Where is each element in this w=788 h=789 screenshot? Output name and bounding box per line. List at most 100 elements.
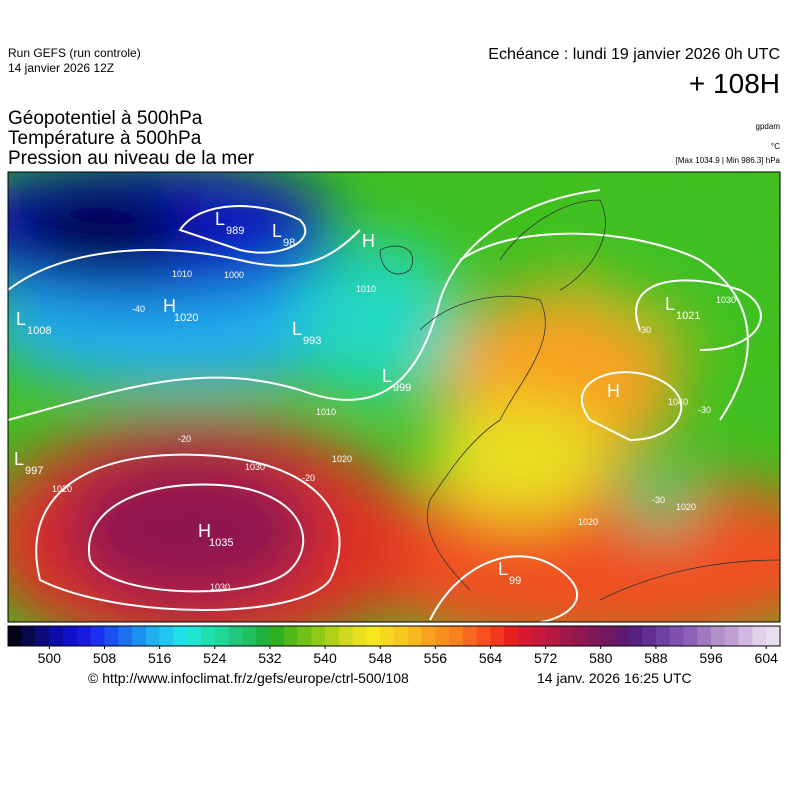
contour-label: 1020: [332, 454, 352, 464]
colorbar-swatch: [462, 626, 478, 646]
colorbar-swatch: [738, 626, 753, 646]
unit: °C: [771, 142, 780, 151]
colorbar-swatch: [297, 626, 312, 646]
pressure-center-value: 989: [226, 225, 244, 237]
pressure-center-type: H: [362, 231, 375, 251]
pressure-center-value: 997: [25, 465, 43, 477]
pressure-center-type: L: [382, 366, 392, 386]
colorbar-swatch: [90, 626, 105, 646]
pressure-center-type: H: [198, 521, 211, 541]
colorbar-swatch: [573, 626, 588, 646]
colorbar-tick-label: 564: [479, 650, 503, 666]
colorbar-swatch: [766, 626, 781, 646]
pressure-center-type: L: [215, 209, 225, 229]
colorbar-swatch: [449, 626, 464, 646]
colorbar-swatch: [366, 626, 381, 646]
colorbar-swatch: [63, 626, 78, 646]
pressure-center-value: 1008: [27, 325, 51, 337]
pressure-center-value: 1021: [676, 310, 700, 322]
colorbar-swatch: [752, 626, 767, 646]
colorbar-swatch: [173, 626, 188, 646]
colorbar-swatch: [476, 626, 491, 646]
pressure-center-value: 98: [283, 237, 295, 249]
unit: gpdam: [755, 122, 780, 131]
colorbar-swatch: [711, 626, 726, 646]
run-date: 14 janvier 2026 12Z: [8, 61, 115, 75]
colorbar-swatch: [104, 626, 119, 646]
contour-label: 1010: [316, 407, 336, 417]
colorbar-swatch: [35, 626, 50, 646]
colorbar-swatch: [683, 626, 698, 646]
colorbar-swatch: [49, 626, 64, 646]
colorbar-swatch: [490, 626, 505, 646]
colorbar-swatch: [724, 626, 739, 646]
colorbar-swatch: [118, 626, 133, 646]
colorbar-swatch: [76, 626, 92, 646]
colorbar-swatch: [228, 626, 243, 646]
pressure-center-value: 993: [303, 335, 321, 347]
pressure-center-type: L: [16, 309, 26, 329]
field-title: Géopotentiel à 500hPa: [8, 108, 203, 129]
colorbar-tick-label: 500: [38, 650, 62, 666]
pressure-center-type: L: [272, 221, 282, 241]
pressure-center-type: H: [163, 296, 176, 316]
colorbar-swatch: [559, 626, 574, 646]
colorbar-swatch: [338, 626, 353, 646]
colorbar-swatch: [504, 626, 519, 646]
colorbar-swatch: [531, 626, 546, 646]
contour-label: 1020: [52, 484, 72, 494]
colorbar-swatch: [21, 626, 36, 646]
colorbar-swatch: [587, 626, 602, 646]
colorbar-swatch: [145, 626, 160, 646]
contour-label: 1030: [716, 295, 736, 305]
colorbar-tick-label: 508: [93, 650, 117, 666]
lead-time: + 108H: [688, 68, 780, 99]
colorbar-swatch: [614, 626, 629, 646]
colorbar-tick-label: 588: [644, 650, 668, 666]
pressure-center-value: 99: [509, 575, 521, 587]
run-name: Run GEFS (run controle): [8, 46, 141, 60]
colorbar-swatch: [311, 626, 326, 646]
colorbar-swatch: [697, 626, 712, 646]
contour-label: 1020: [676, 502, 696, 512]
colorbar-tick-label: 516: [148, 650, 172, 666]
contour-label: 1010: [356, 284, 376, 294]
map-field: [8, 172, 780, 622]
colorbar-swatch: [159, 626, 174, 646]
field-title: Pression au niveau de la mer: [8, 148, 255, 169]
colorbar-swatch: [352, 626, 367, 646]
colorbar-swatch: [394, 626, 409, 646]
field-title: Température à 500hPa: [8, 128, 202, 149]
contour-label: -30: [698, 405, 711, 415]
colorbar-swatch: [545, 626, 560, 646]
colorbar-tick-label: 596: [699, 650, 723, 666]
colorbar-swatch: [201, 626, 216, 646]
contour-label: -20: [302, 473, 315, 483]
colorbar-swatch: [421, 626, 436, 646]
contour-label: 1030: [210, 582, 230, 592]
colorbar-swatch: [256, 626, 271, 646]
contour-label: 1010: [172, 269, 192, 279]
colorbar-tick-label: 604: [755, 650, 779, 666]
colorbar-frame: [7, 625, 781, 647]
colorbar-swatch: [325, 626, 340, 646]
pressure-center-type: L: [14, 449, 24, 469]
pressure-center-type: H: [607, 381, 620, 401]
colorbar-swatch: [669, 626, 684, 646]
colorbar-swatch: [642, 626, 657, 646]
colorbar-tick-label: 572: [534, 650, 558, 666]
colorbar-tick-label: 532: [258, 650, 282, 666]
source-url: © http://www.infoclimat.fr/z/gefs/europe…: [88, 670, 409, 686]
colorbar-swatch: [283, 626, 298, 646]
colorbar-swatch: [435, 626, 450, 646]
colorbar-swatch: [518, 626, 533, 646]
colorbar-swatch: [380, 626, 395, 646]
colorbar-swatch: [628, 626, 643, 646]
colorbar-swatch: [269, 626, 285, 646]
pressure-center-type: L: [292, 319, 302, 339]
unit: [Max 1034.9 | Min 986.3] hPa: [675, 156, 780, 165]
colorbar-swatch: [600, 626, 615, 646]
contour-label: 1040: [668, 397, 688, 407]
